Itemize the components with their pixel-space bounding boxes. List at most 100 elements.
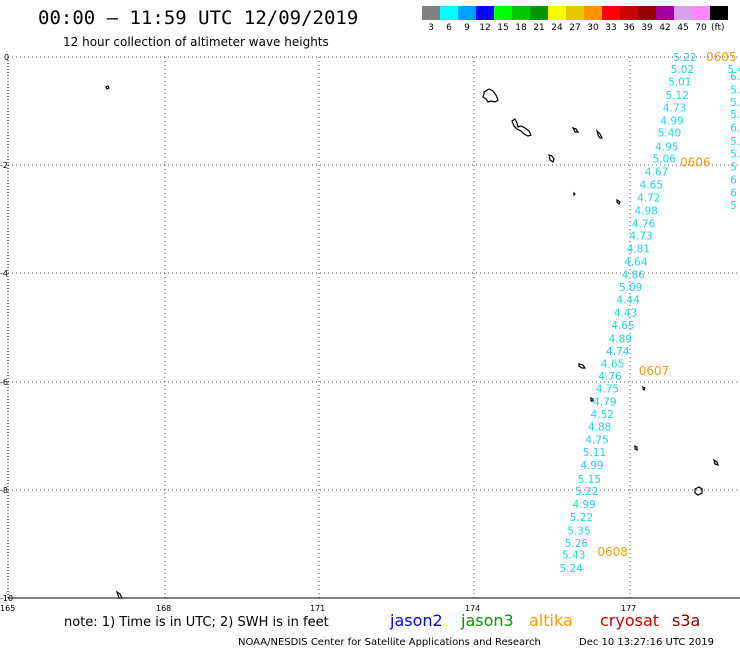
island-outline <box>482 88 499 103</box>
x-tick-label: 174 <box>465 604 480 613</box>
x-tick-label: 165 <box>0 604 15 613</box>
wave-height-value: 4.99 <box>660 115 683 127</box>
legend-swatch <box>494 6 512 20</box>
wave-height-value: 4.75 <box>585 434 608 446</box>
wave-height-value: 4.89 <box>609 333 632 345</box>
wave-height-legend: 3 6 9 12 15 18 21 24 27 30 33 36 39 42 45 70 <box>422 6 728 33</box>
legend-label: 70 <box>695 23 707 33</box>
wave-height-value: 4.72 <box>637 193 660 205</box>
x-tick-label: 177 <box>621 604 636 613</box>
wave-height-value: 4.74 <box>606 346 630 358</box>
credit-line: NOAA/NESDIS Center for Satellite Applica… <box>238 637 541 648</box>
wave-height-value: 5.09 <box>619 282 642 294</box>
x-tick-label: 168 <box>156 604 171 613</box>
pass-time-label: 0606 <box>680 155 711 169</box>
wave-height-value: 6 <box>730 187 737 199</box>
legend-swatch <box>656 6 674 20</box>
legend-swatch <box>638 6 656 20</box>
island-outline <box>642 386 646 392</box>
wave-height-value: 5.40 <box>658 128 681 140</box>
x-axis: 165 168 171 174 177 <box>0 604 636 613</box>
wave-height-value: 4.76 <box>598 371 622 383</box>
y-tick-label: -10 <box>0 594 13 603</box>
wave-height-value: 5.15 <box>578 474 601 486</box>
island-outline <box>616 198 621 206</box>
wave-height-value: 5.22 <box>570 512 593 524</box>
island-outline <box>578 363 587 369</box>
island-outline <box>590 397 594 402</box>
island-outline <box>634 445 638 451</box>
map-frame <box>7 56 740 599</box>
wave-height-value: 5.43 <box>562 550 585 562</box>
legend-label: 18 <box>515 23 527 33</box>
y-tick-label: -6 <box>0 378 8 387</box>
wave-height-value: 5.12 <box>666 90 689 102</box>
wave-height-value: 5 <box>730 200 737 212</box>
legend-swatch <box>512 6 530 20</box>
y-tick-label: 0 <box>4 53 9 62</box>
wave-height-value: 5.2 <box>730 97 740 109</box>
pass-time-label: 0607 <box>639 364 670 378</box>
legend-swatch <box>440 6 458 20</box>
legend-jason2: jason2 <box>389 611 443 630</box>
wave-height-value: 5.35 <box>567 525 590 537</box>
wave-height-value: 5.26 <box>565 538 589 550</box>
legend-label: 9 <box>464 23 470 33</box>
wave-height-value: 5.02 <box>671 64 694 76</box>
pass-time-label: 0608 <box>597 545 628 559</box>
wave-height-value: 4.65 <box>611 320 634 332</box>
altimeter-tracks: 5.225.025.015.124.734.995.404.955.064.67… <box>560 50 740 575</box>
island-outline <box>713 458 719 466</box>
wave-height-value: 4.65 <box>640 180 663 192</box>
y-axis: 0 -2 -4 -6 -8 -10 <box>0 53 13 603</box>
island-outline <box>105 85 110 90</box>
wave-height-value: 5.4 <box>728 64 740 76</box>
wave-height-value: 6. <box>730 122 740 134</box>
wave-height-value: 5 <box>730 161 737 173</box>
wave-height-value: 5.24 <box>560 563 584 575</box>
legend-s3a: s3a <box>672 611 700 630</box>
x-tick-label: 171 <box>310 604 325 613</box>
legend-label: 36 <box>623 23 635 33</box>
legend-swatch <box>692 6 710 20</box>
wave-height-value: 4.86 <box>622 269 646 281</box>
legend-label: 6 <box>446 23 452 33</box>
legend-label: 15 <box>497 23 508 33</box>
island-outline <box>571 126 580 133</box>
wave-height-value: 4.73 <box>663 102 686 114</box>
wave-height-value: 4.99 <box>572 499 595 511</box>
wave-height-value: 4.44 <box>616 294 640 306</box>
legend-label: 30 <box>587 23 599 33</box>
footnote: note: 1) Time is in UTC; 2) SWH is in fe… <box>64 615 329 630</box>
wave-height-value: 5.01 <box>668 76 691 88</box>
wave-height-value: 5.22 <box>673 52 696 64</box>
wave-height-value: 4.64 <box>624 256 648 268</box>
wave-height-value: 5.22 <box>575 486 598 498</box>
legend-swatch <box>458 6 476 20</box>
wave-height-value: 4.52 <box>591 409 614 421</box>
wave-height-value: 4.81 <box>627 244 650 256</box>
wave-height-value: 4.99 <box>580 460 603 472</box>
legend-label: 27 <box>569 23 580 33</box>
pass-time-label: 0605 <box>706 50 737 64</box>
wave-height-value: 4.43 <box>614 307 637 319</box>
wave-height-value: 4.79 <box>593 397 616 409</box>
island-outline <box>573 191 576 197</box>
legend-swatch <box>620 6 638 20</box>
island-outline <box>694 486 703 496</box>
wave-height-value: 5.7 <box>730 109 740 121</box>
wave-height-value: 4.76 <box>632 219 656 231</box>
wave-height-value: 4.67 <box>645 167 668 179</box>
legend-label: 33 <box>605 23 616 33</box>
wave-height-value: 4.95 <box>655 141 678 153</box>
island-outline <box>511 118 532 137</box>
wave-height-value: 5.06 <box>653 154 677 166</box>
y-tick-label: -4 <box>0 269 8 278</box>
legend-label: 42 <box>659 23 670 33</box>
legend-swatch <box>476 6 494 20</box>
wave-height-value: 4.75 <box>596 384 619 396</box>
legend-swatch <box>674 6 692 20</box>
legend-swatch <box>584 6 602 20</box>
wave-height-value: 5.11 <box>583 447 606 459</box>
